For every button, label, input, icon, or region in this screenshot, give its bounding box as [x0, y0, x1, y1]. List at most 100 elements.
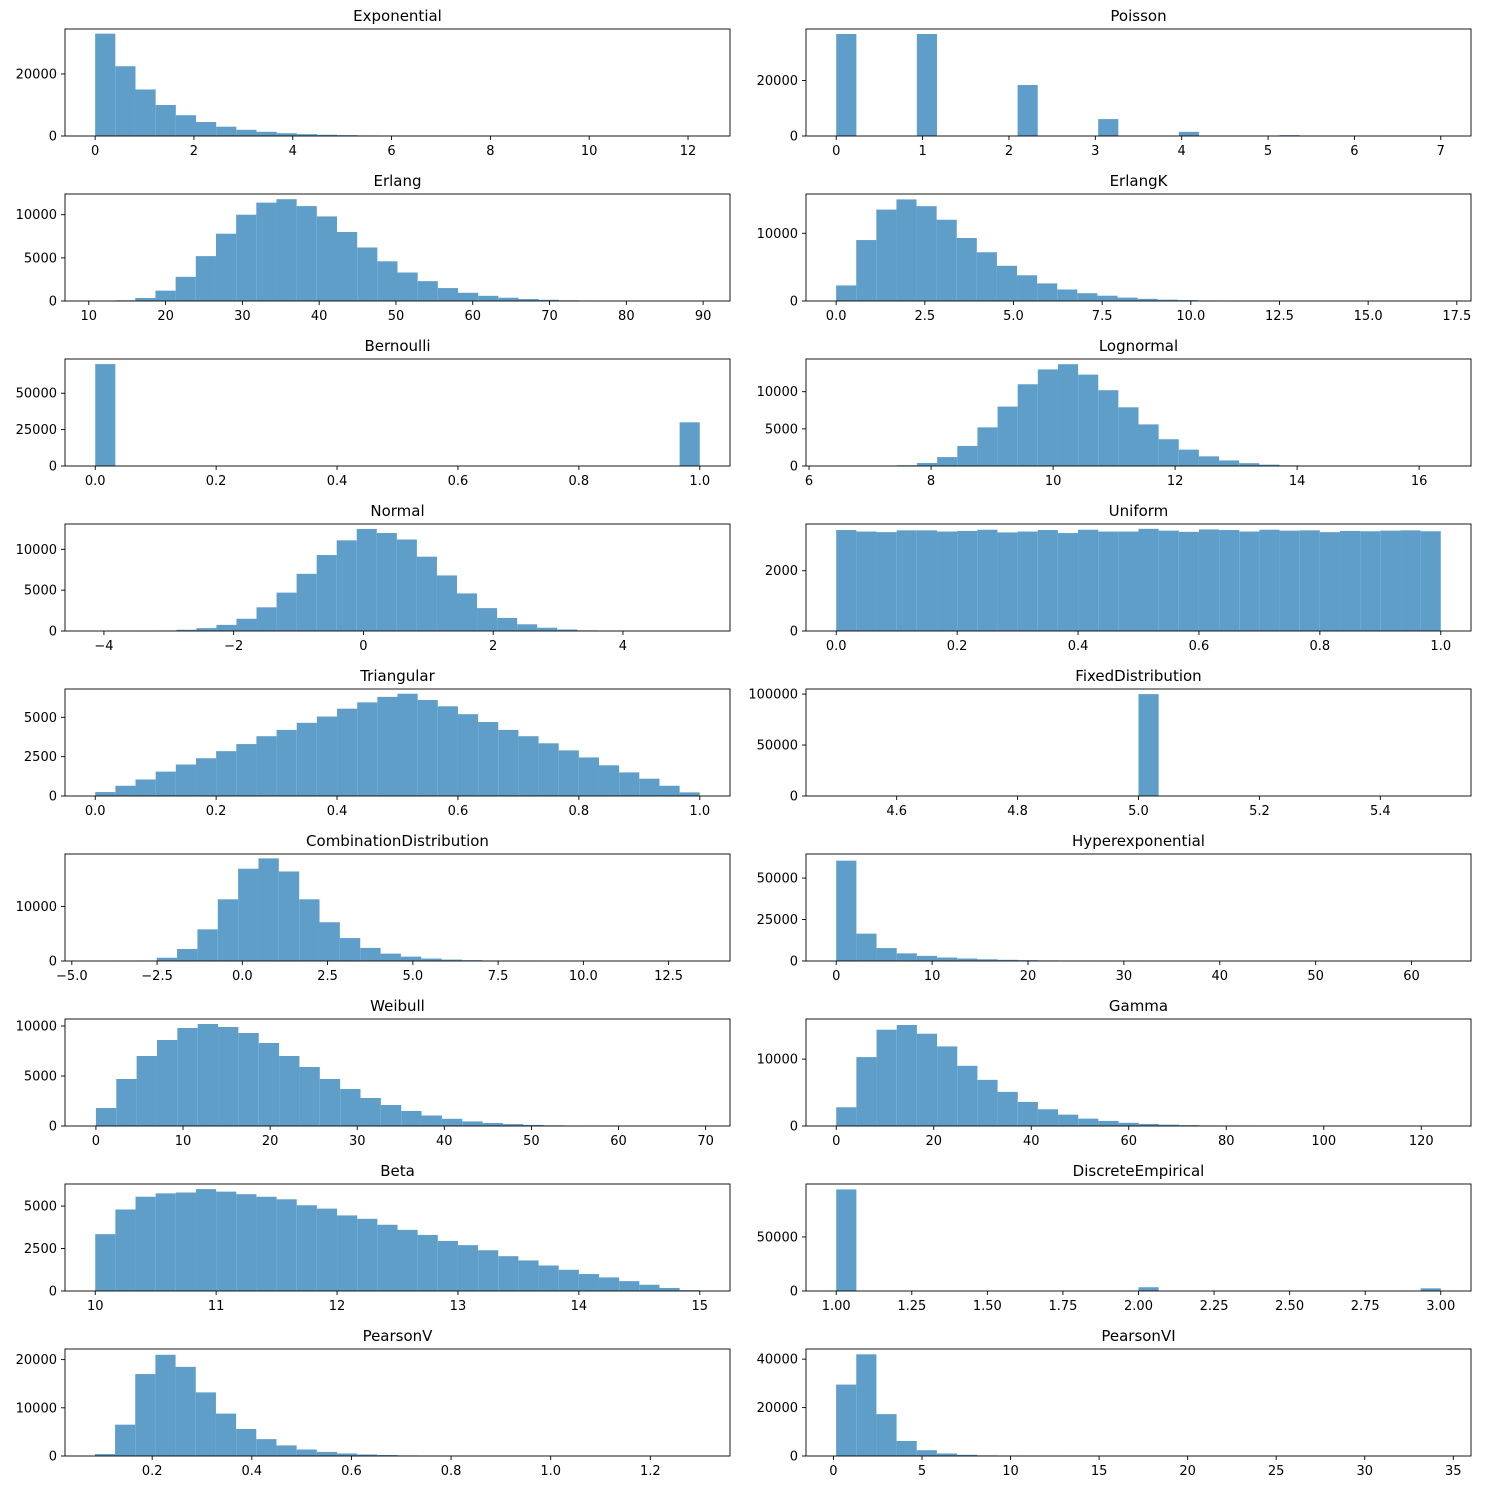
histogram-bar	[876, 532, 897, 631]
x-tick-label: 8	[927, 474, 935, 489]
histogram-bar	[336, 1453, 358, 1456]
histogram-bar	[217, 899, 239, 961]
x-tick-label: −2.5	[141, 969, 173, 984]
x-tick-label: 1.0	[540, 1464, 561, 1479]
x-tick-label: 4.8	[1007, 804, 1028, 819]
histogram-bar	[256, 1196, 277, 1291]
x-tick-label: 10	[1002, 1464, 1019, 1479]
histogram-bar	[856, 933, 877, 961]
histogram-bar	[977, 1079, 998, 1126]
x-tick-label: 0	[832, 1134, 840, 1149]
panel-title: Weibull	[370, 997, 425, 1015]
histogram-bar	[538, 299, 559, 301]
panel-title: Gamma	[1109, 997, 1168, 1015]
histogram-bar	[136, 1056, 157, 1126]
x-tick-label: 5.0	[1003, 309, 1024, 324]
histogram-bar	[316, 1451, 337, 1456]
x-tick-label: 120	[1409, 1134, 1434, 1149]
histogram-bar	[155, 1193, 176, 1291]
histogram-bar	[218, 1027, 239, 1126]
y-tick-label: 0	[790, 295, 798, 310]
x-tick-label: 0.2	[206, 804, 227, 819]
histogram-bar	[437, 706, 458, 796]
histogram-bar	[317, 134, 338, 136]
histogram-bar	[599, 1277, 620, 1291]
histogram-bar	[639, 1284, 660, 1291]
x-tick-label: 4	[1178, 144, 1186, 159]
x-tick-label: 0.6	[448, 804, 469, 819]
y-tick-label: 25000	[16, 423, 57, 438]
y-tick-label: 50000	[757, 1230, 798, 1245]
histogram-bar	[1117, 297, 1138, 301]
x-tick-label: 0.4	[327, 804, 348, 819]
y-tick-label: 25000	[757, 913, 798, 928]
histogram-bar	[1037, 369, 1058, 466]
histogram-bar	[258, 858, 279, 961]
y-tick-label: 5000	[24, 711, 57, 726]
histogram-bar	[1138, 424, 1159, 466]
x-tick-label: 1	[918, 144, 926, 159]
histogram-bar	[1178, 531, 1199, 631]
histogram-bar	[95, 364, 116, 466]
histogram-bar	[95, 1108, 117, 1126]
x-tick-label: 12.5	[1265, 309, 1294, 324]
x-tick-label: 15	[691, 1299, 708, 1314]
histogram-bar	[421, 1115, 442, 1126]
histogram-bar	[396, 539, 417, 631]
histogram-bar	[216, 751, 237, 796]
histogram-bar	[1158, 530, 1179, 631]
x-tick-label: 60	[610, 1134, 627, 1149]
histogram-bar	[997, 959, 1018, 961]
histogram-panel: Beta 10 11 12 13 14 15 0 2500 5000	[24, 1162, 731, 1314]
histogram-bar	[416, 556, 437, 631]
histogram-bar	[196, 628, 217, 631]
x-tick-label: 15	[1091, 1464, 1108, 1479]
x-tick-label: 7	[1437, 144, 1445, 159]
histogram-bar	[1137, 298, 1158, 301]
histogram-bar	[836, 860, 857, 961]
y-tick-label: 5000	[24, 1070, 57, 1085]
histogram-bar	[197, 929, 218, 961]
x-tick-label: 10	[1045, 474, 1062, 489]
x-tick-label: 11	[208, 1299, 225, 1314]
x-tick-label: 0.0	[232, 969, 253, 984]
histogram-panel: Poisson 0 1 2 3 4 5 6 7 0 20000	[757, 7, 1472, 159]
histogram-bar	[337, 1215, 358, 1291]
x-tick-label: 0	[359, 639, 367, 654]
panel-title: CombinationDistribution	[306, 832, 489, 850]
histogram-bar	[976, 252, 997, 301]
histogram-bar	[216, 1191, 237, 1291]
histogram-bar	[196, 122, 217, 136]
x-tick-label: 0.6	[341, 1464, 362, 1479]
histogram-bar	[523, 1124, 544, 1126]
y-tick-label: 20000	[16, 67, 57, 82]
x-tick-label: 4	[619, 639, 627, 654]
histogram-bar	[558, 750, 579, 796]
histogram-bar	[319, 1079, 341, 1126]
x-tick-label: 50	[388, 309, 405, 324]
panel-title: Bernoulli	[364, 337, 430, 355]
histogram-bar	[1279, 530, 1300, 631]
x-tick-label: 40	[311, 309, 328, 324]
y-tick-label: 10000	[16, 900, 57, 915]
histogram-bar	[256, 1439, 277, 1456]
histogram-bar	[679, 792, 700, 796]
histogram-bar	[538, 743, 559, 796]
histogram-bar	[316, 716, 338, 796]
histogram-bar	[856, 1354, 877, 1456]
x-tick-label: 20	[262, 1134, 279, 1149]
x-tick-label: 0.0	[826, 639, 847, 654]
x-tick-label: 0.4	[1068, 639, 1089, 654]
histogram-bar	[397, 1229, 418, 1291]
histogram-bar	[457, 1245, 479, 1291]
histogram-bar	[936, 1453, 958, 1456]
histogram-panel: Gamma 0 20 40 60 80 100 120 0 10000	[757, 997, 1472, 1149]
plot-frame	[64, 688, 731, 797]
histogram-bar	[195, 256, 216, 301]
histogram-bar	[957, 445, 978, 466]
histogram-bar	[336, 540, 357, 631]
x-tick-label: 1.50	[973, 1299, 1002, 1314]
histogram-bar	[1098, 531, 1119, 631]
histogram-bar	[1118, 407, 1139, 466]
histogram-bar	[236, 744, 257, 796]
